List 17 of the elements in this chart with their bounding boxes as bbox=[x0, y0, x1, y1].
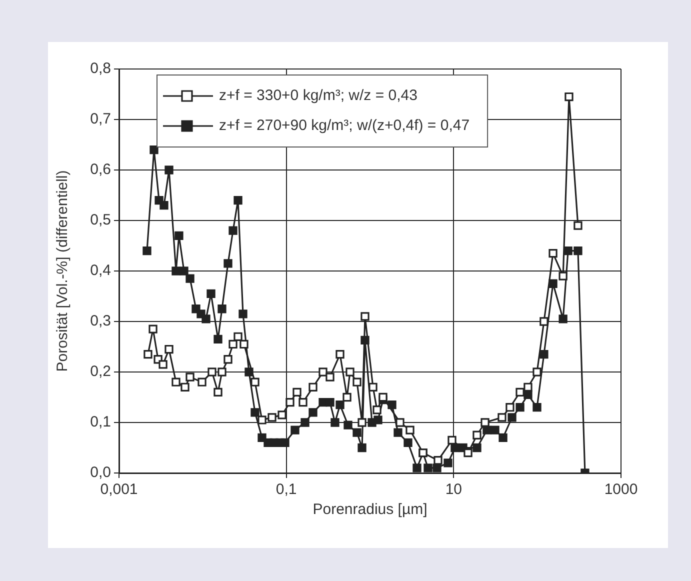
y-tick-label: 0,6 bbox=[90, 161, 111, 178]
y-axis-title: Porosität [Vol.-%] (differentiell) bbox=[54, 170, 72, 372]
legend-label: z+f = 270+90 kg/m³; w/(z+0,4f) = 0,47 bbox=[219, 117, 470, 134]
x-tick-label: 1000 bbox=[604, 481, 638, 498]
x-tick-label: 10 bbox=[445, 481, 462, 498]
x-tick-label: 0,001 bbox=[100, 481, 138, 498]
y-tick-label: 0,5 bbox=[90, 212, 111, 229]
y-tick-label: 0,4 bbox=[90, 262, 111, 280]
legend-label: z+f = 330+0 kg/m³; w/z = 0,43 bbox=[219, 87, 418, 104]
y-tick-label: 0,1 bbox=[90, 414, 111, 431]
y-tick-label: 0,0 bbox=[90, 464, 111, 482]
y-tick-label: 0,7 bbox=[90, 110, 111, 128]
y-tick-label: 0,8 bbox=[90, 60, 111, 78]
x-axis-title: Porenradius [µm] bbox=[312, 501, 428, 518]
x-tick-label: 0,1 bbox=[276, 481, 297, 498]
y-tick-label: 0,3 bbox=[90, 312, 111, 330]
y-tick-label: 0,2 bbox=[90, 363, 111, 380]
